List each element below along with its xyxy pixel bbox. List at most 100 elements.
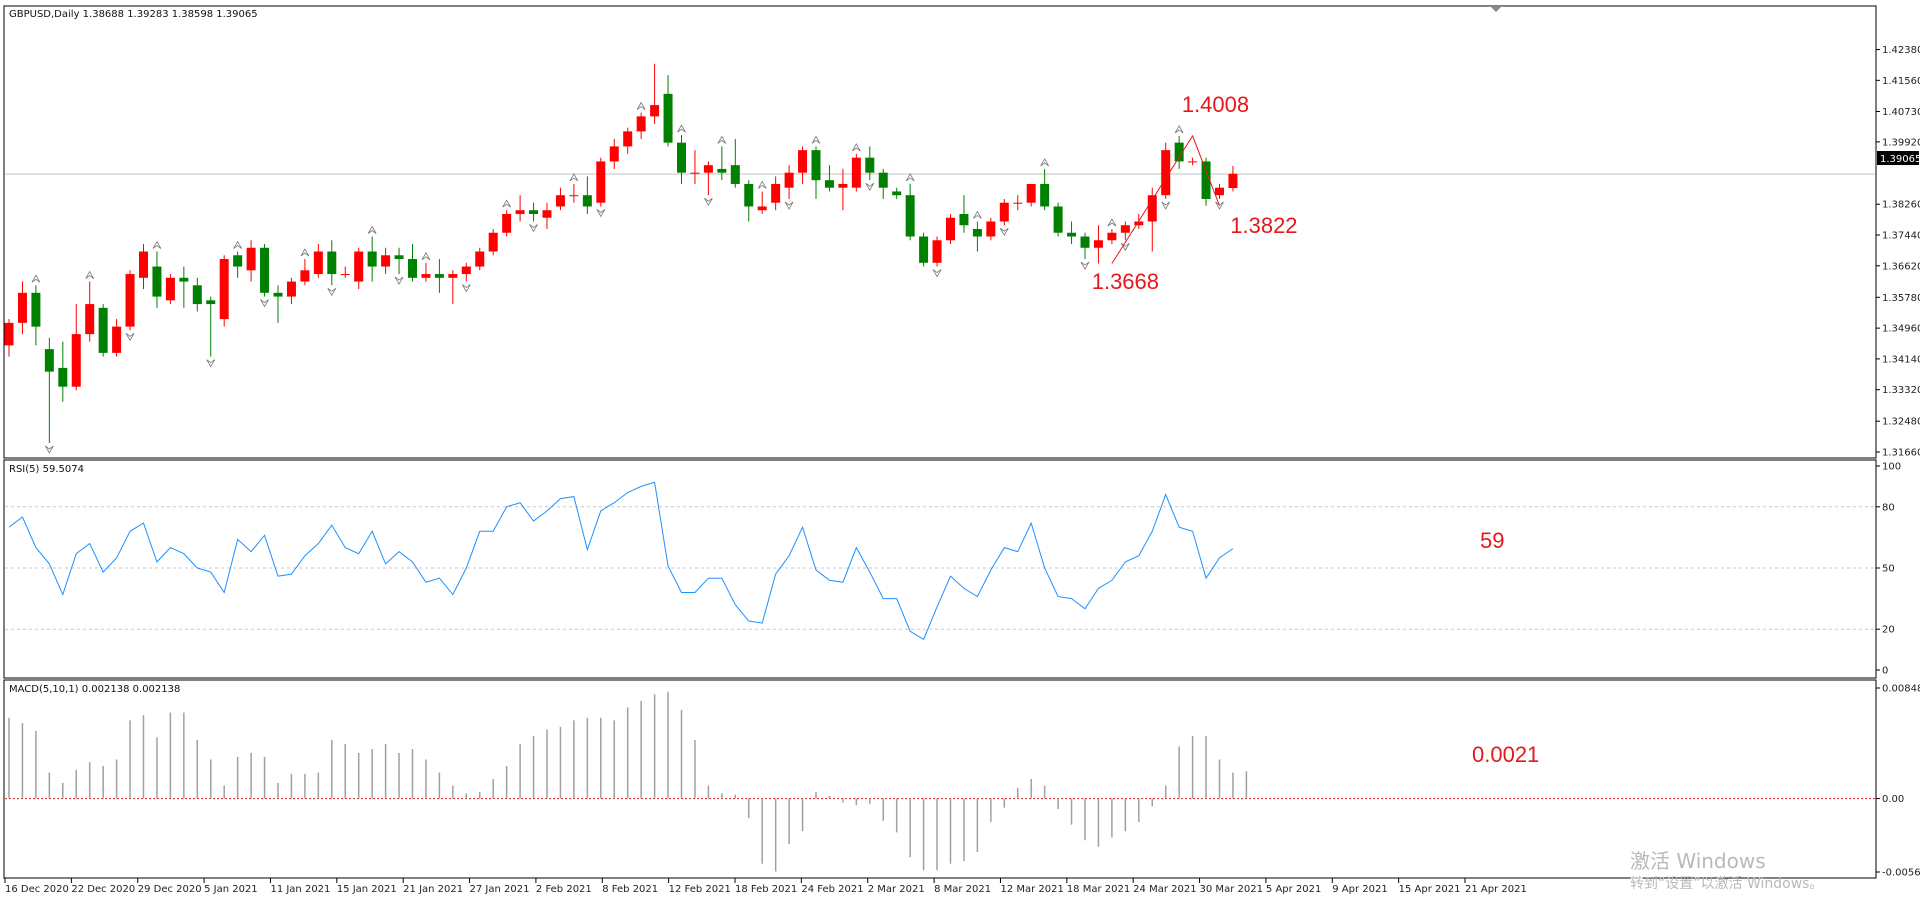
- fractal-up-arrow: [757, 180, 767, 189]
- price-annotation: 1.4008: [1182, 92, 1249, 117]
- price-annotations: 1.4008 1.3822 1.3668: [1092, 92, 1298, 294]
- candle-body: [300, 270, 310, 282]
- date-axis: 16 Dec 2020 22 Dec 2020 29 Dec 2020 5 Jan 2…: [4, 878, 1527, 895]
- candle-body: [461, 266, 471, 275]
- candle-body: [771, 183, 781, 203]
- candle-body: [367, 251, 377, 267]
- candle-body: [1040, 183, 1050, 207]
- fractal-up-arrow: [421, 251, 431, 261]
- candle-body: [932, 240, 942, 263]
- candle-body: [905, 195, 915, 237]
- fractal-down-arrow: [260, 299, 269, 308]
- date-tick-label: 29 Dec 2020: [138, 884, 202, 895]
- candle-body: [125, 274, 135, 327]
- date-tick-label: 15 Apr 2021: [1399, 884, 1461, 895]
- date-tick-label: 8 Feb 2021: [602, 884, 658, 895]
- price-tick-label: 1.40730: [1882, 107, 1920, 118]
- price-tick-label: 1.34140: [1882, 354, 1920, 365]
- candle-body: [650, 105, 660, 117]
- candle-body: [381, 255, 391, 267]
- price-tick-label: 1.35780: [1882, 293, 1920, 304]
- rsi-annotation: 59: [1480, 528, 1504, 553]
- candle-body: [112, 326, 122, 353]
- candle-body: [1013, 202, 1023, 204]
- candle-body: [730, 165, 740, 184]
- fractal-down-arrow: [125, 333, 135, 342]
- macd-tick-label: -0.005636: [1882, 868, 1920, 879]
- price-tick-label: 1.42380: [1882, 45, 1920, 56]
- candle-body: [1134, 221, 1144, 226]
- fractal-up-arrow: [677, 124, 686, 133]
- candle-body: [959, 213, 969, 226]
- candle-body: [1147, 195, 1157, 222]
- candle-body: [44, 349, 54, 372]
- candle-body: [1215, 187, 1224, 196]
- price-tick-label: 1.34960: [1882, 324, 1920, 335]
- candle-body: [999, 202, 1009, 222]
- candle-body: [919, 236, 929, 263]
- fractal-down-arrow: [784, 201, 794, 210]
- candle-body: [152, 266, 162, 297]
- candle-body: [58, 367, 68, 387]
- fractal-down-arrow: [394, 276, 404, 285]
- candle-body: [1201, 161, 1211, 199]
- rsi-tick-label: 0: [1882, 666, 1888, 677]
- date-tick-label: 27 Jan 2021: [470, 884, 530, 895]
- candle-body: [1067, 232, 1077, 237]
- candle-body: [609, 146, 619, 162]
- price-tick-label: 1.36620: [1882, 261, 1920, 272]
- candle-body: [972, 228, 982, 237]
- chart-shift-marker[interactable]: [1490, 6, 1502, 12]
- rsi-tick-label: 20: [1882, 625, 1895, 636]
- fractal-up-arrow: [502, 199, 511, 208]
- candle-body: [219, 259, 229, 320]
- fractal-up-arrow: [973, 210, 982, 219]
- fractal-down-arrow: [704, 197, 713, 207]
- candle-body: [233, 255, 243, 267]
- date-tick-label: 16 Dec 2020: [5, 884, 69, 895]
- candle-body: [98, 307, 108, 353]
- candle-body: [569, 195, 579, 197]
- candle-body: [17, 292, 27, 323]
- fractal-up-arrow: [367, 225, 377, 234]
- date-tick-label: 18 Mar 2021: [1067, 884, 1130, 895]
- candle-body: [1080, 236, 1090, 248]
- price-annotation: 1.3668: [1092, 269, 1159, 294]
- candle-body: [623, 131, 633, 147]
- fractal-up-arrow: [152, 240, 162, 249]
- candle-body: [260, 247, 270, 293]
- candle-body: [582, 195, 592, 207]
- symbol-title: GBPUSD,Daily 1.38688 1.39283 1.38598 1.3…: [9, 9, 258, 20]
- price-tick-label: 1.38260: [1882, 200, 1920, 211]
- date-tick-label: 2 Feb 2021: [536, 884, 592, 895]
- candle-body: [448, 274, 458, 278]
- candle-body: [488, 232, 498, 252]
- candle-body: [1228, 173, 1238, 189]
- candle-body: [798, 150, 808, 173]
- fractal-up-arrow: [300, 248, 310, 257]
- macd-tick-label: 0.008486: [1882, 684, 1920, 695]
- price-tick-label: 1.41560: [1882, 76, 1920, 87]
- price-tick-label: 1.33320: [1882, 385, 1920, 396]
- candle-body: [475, 251, 485, 267]
- date-tick-label: 5 Jan 2021: [204, 884, 258, 895]
- rsi-tick-label: 100: [1882, 462, 1901, 473]
- macd-annotation: 0.0021: [1472, 742, 1539, 767]
- fractal-arrows: [31, 101, 1224, 454]
- macd-indicator: 0.008486 0.00 -0.005636 0.0021: [5, 684, 1920, 879]
- candle-body: [1174, 142, 1184, 162]
- candle-body: [596, 161, 606, 203]
- fractal-down-arrow: [529, 224, 538, 233]
- date-tick-label: 21 Jan 2021: [403, 884, 463, 895]
- candle-body: [165, 277, 175, 301]
- candle-body: [354, 251, 364, 282]
- current-price-label: 1.39065: [1880, 154, 1920, 165]
- fractal-up-arrow: [852, 143, 861, 152]
- date-tick-label: 9 Apr 2021: [1332, 884, 1387, 895]
- candle-body: [340, 274, 350, 276]
- candle-body: [865, 157, 875, 173]
- macd-title: MACD(5,10,1) 0.002138 0.002138: [9, 684, 180, 695]
- candlesticks: [4, 63, 1238, 443]
- rsi-panel-frame: [3, 459, 1877, 679]
